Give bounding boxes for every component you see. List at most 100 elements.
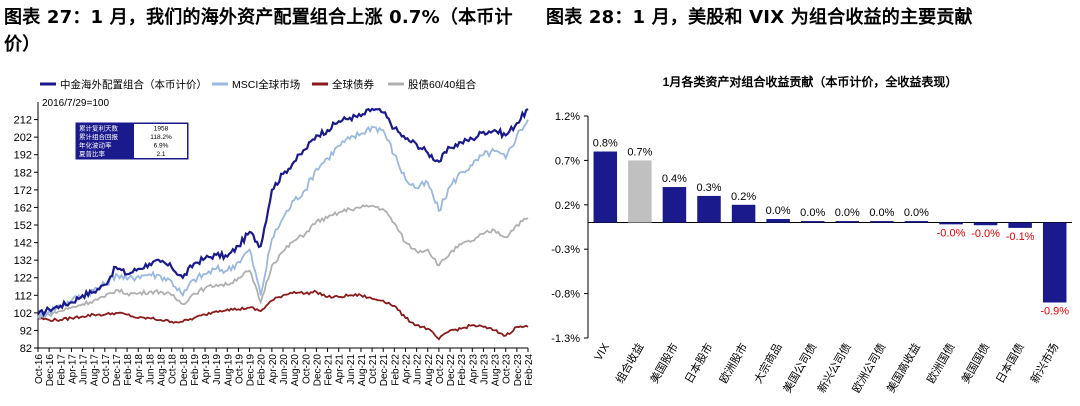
bar	[766, 219, 790, 223]
x-tick-label: 欧洲公司债	[849, 341, 889, 396]
bar	[835, 221, 860, 223]
y-tick-label: 0.7%	[555, 155, 580, 167]
x-tick-label: Dec-19	[246, 354, 257, 387]
y-tick-label: 142	[14, 238, 32, 250]
y-tick-label: 1.2%	[555, 111, 580, 123]
bar	[662, 187, 687, 223]
stats-value: 2.1	[156, 151, 165, 158]
x-tick-label: Apr-17	[67, 354, 78, 384]
x-tick-label: 大宗商品	[751, 341, 785, 386]
chart-title: 1月各类资产对组合收益贡献（本币计价，全收益表现）	[663, 74, 958, 89]
bar	[628, 160, 652, 223]
x-tick-label: Jun-18	[145, 354, 156, 385]
data-label: -0.9%	[1040, 305, 1069, 317]
left-figure: 图表 27：1 月，我们的海外资产配置组合上涨 0.7%（本币计价） 中金海外配…	[4, 7, 535, 387]
x-tick-label: 美国公司债	[780, 341, 820, 396]
stats-box-values-bg	[134, 124, 187, 158]
y-tick-label: 122	[14, 273, 32, 285]
data-label: 0.0%	[869, 207, 894, 219]
y-tick-label: 202	[14, 132, 32, 144]
legend-label: 中金海外配置组合（本币计价）	[60, 78, 207, 91]
x-tick-label: 欧洲股市	[716, 341, 750, 386]
bar	[800, 221, 825, 223]
y-tick-label: 152	[14, 220, 32, 232]
x-tick-label: Feb-17	[56, 354, 67, 386]
x-tick-label: Jun-19	[212, 354, 223, 385]
data-label: 0.2%	[731, 191, 756, 203]
right-figure: 图表 28：1 月，美股和 VIX 为组合收益的主要贡献 1月各类资产对组合收益…	[540, 0, 1080, 406]
y-tick-label: 82	[20, 343, 32, 355]
x-tick-label: Oct-21	[368, 354, 379, 384]
x-tick-label: 日本国债	[993, 340, 1027, 385]
y-tick-label: 162	[14, 202, 32, 214]
x-tick-label: 新兴公司债	[814, 341, 854, 396]
y-tick-label: -0.8%	[551, 289, 580, 301]
bar	[973, 222, 998, 226]
data-label: 0.0%	[904, 207, 929, 219]
legend-label: 全球债券	[332, 78, 374, 91]
stats-box: 累计复利天数 1958 累计组合回报 118.2% 年化波动率 6.9% 夏普比率 2.1	[75, 122, 189, 160]
x-tick-label: Aug-21	[357, 354, 368, 387]
stats-value: 6.9%	[154, 143, 169, 150]
x-tick-label: Oct-19	[234, 354, 245, 384]
bar	[1042, 222, 1067, 303]
bar-chart: 1月各类资产对组合收益贡献（本币计价，全收益表现） 1.2% 0.7% 0.2% -0.…	[551, 74, 1072, 396]
x-tick-label: Oct-16	[34, 354, 45, 384]
x-tick-label: Apr-21	[335, 354, 346, 384]
bar	[904, 221, 929, 223]
legend-label: MSCI全球市场	[232, 78, 300, 91]
x-tick-label: Oct-18	[168, 354, 179, 384]
x-tick-label: Dec-17	[112, 354, 123, 387]
x-tick-label: 组合收益	[612, 341, 646, 386]
x-tick-label: Dec-22	[446, 354, 457, 387]
x-tick-label: Oct-20	[301, 354, 312, 384]
stats-value: 118.2%	[150, 134, 172, 141]
stats-label: 累计复利天数	[79, 124, 119, 133]
x-tick-label: Feb-24	[524, 354, 535, 386]
data-label: -0.1%	[1006, 231, 1035, 243]
x-tick-label: Aug-22	[424, 354, 435, 387]
bar	[939, 222, 963, 225]
base-note: 2016/7/29=100	[42, 98, 109, 109]
data-label: 0.4%	[662, 173, 687, 185]
stats-label: 夏普比率	[79, 149, 106, 158]
data-label: 0.0%	[800, 207, 825, 219]
x-tick-label: Apr-18	[134, 354, 145, 384]
y-tick-label: 132	[14, 255, 32, 267]
y-tick-label: -0.3%	[551, 244, 580, 256]
x-tick-label: Dec-18	[179, 354, 190, 387]
bar	[870, 221, 894, 223]
x-tick-label: Jun-20	[279, 354, 290, 385]
bar	[593, 151, 618, 223]
x-tick-label: Jun-17	[79, 354, 90, 385]
legend: 中金海外配置组合（本币计价） MSCI全球市场 全球债券 股债60/40组合	[40, 78, 477, 91]
x-tick-label: Aug-23	[491, 354, 502, 387]
bar	[697, 195, 721, 223]
x-tick-label: Feb-19	[190, 354, 201, 386]
x-tick-label: Oct-17	[101, 354, 112, 384]
x-tick-label: Aug-20	[290, 354, 301, 387]
x-tick-label: Feb-23	[457, 354, 468, 386]
x-tick-label: Feb-18	[123, 354, 134, 386]
series-line	[37, 289, 529, 341]
x-tick-label: 美国高收益	[883, 341, 923, 396]
x-tick-label: Feb-21	[324, 354, 335, 386]
x-tick-label: 欧洲国债	[923, 341, 957, 386]
bar	[731, 204, 756, 223]
data-label: -0.0%	[937, 227, 966, 239]
series-line	[37, 204, 529, 319]
x-tick-label: Apr-23	[468, 354, 479, 384]
data-label: 0.8%	[593, 138, 618, 150]
line-chart: 中金海外配置组合（本币计价） MSCI全球市场 全球债券 股债60/40组合 82 92 1…	[14, 78, 535, 387]
figure-title: 图表 28：1 月，美股和 VIX 为组合收益的主要贡献	[546, 7, 973, 28]
y-tick-label: 102	[14, 308, 32, 320]
x-tick-label: 美国股市	[647, 341, 681, 386]
y-tick-label: 182	[14, 167, 32, 179]
x-tick-label: Dec-21	[379, 354, 390, 387]
x-tick-label: Aug-18	[157, 354, 168, 387]
legend-label: 股债60/40组合	[408, 78, 477, 91]
x-tick-label: Apr-20	[268, 354, 279, 384]
series-line	[37, 107, 529, 318]
x-tick-label: Apr-19	[201, 354, 212, 384]
y-tick-label: -1.3%	[551, 333, 580, 345]
